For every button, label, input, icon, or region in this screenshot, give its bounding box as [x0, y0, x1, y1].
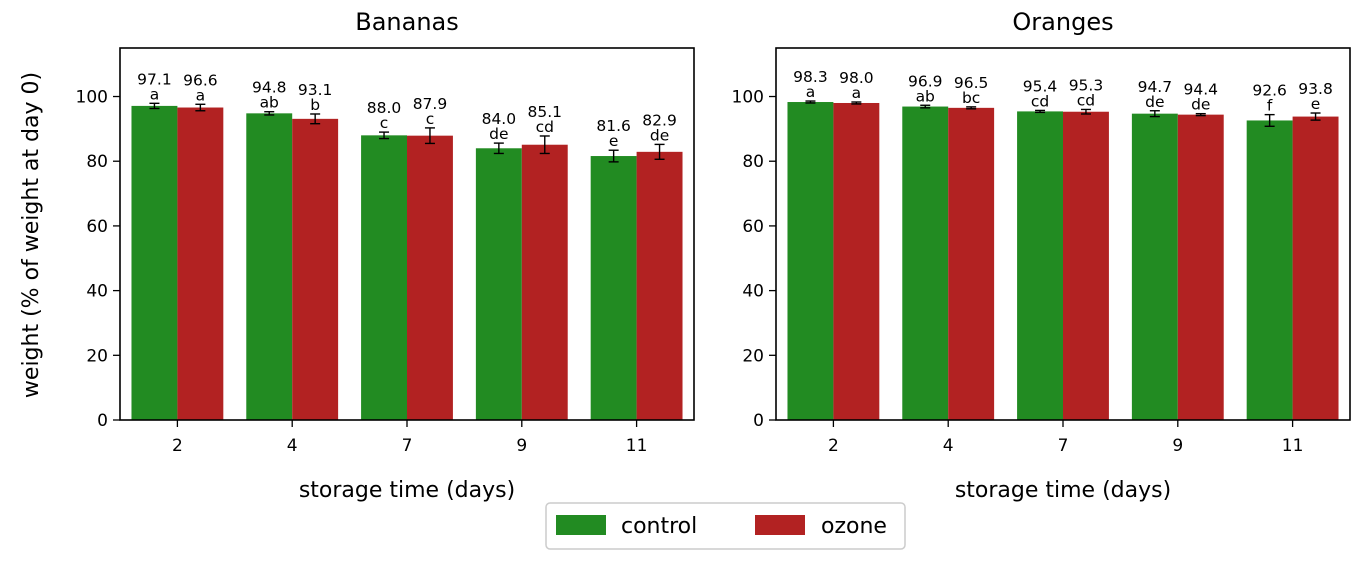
legend-swatch-ozone: [755, 515, 805, 535]
value-label-ozone: 85.1: [528, 103, 563, 121]
bar-control: [902, 106, 949, 421]
value-label-ozone: 93.8: [1298, 80, 1333, 98]
significance-letter-control: a: [150, 85, 160, 103]
legend-label-control: control: [621, 514, 697, 539]
y-tick-label: 0: [753, 411, 764, 431]
significance-letter-control: de: [489, 125, 508, 143]
x-tick-label: 2: [172, 436, 183, 456]
significance-letter-control: e: [609, 132, 619, 150]
significance-letter-ozone: de: [1191, 96, 1210, 114]
bar-ozone: [948, 107, 995, 420]
y-tick-label: 0: [97, 411, 108, 431]
x-tick-label: 7: [1058, 436, 1069, 456]
significance-letter-ozone: cd: [1077, 91, 1095, 109]
y-tick-label: 100: [732, 88, 764, 108]
bar-ozone: [833, 102, 880, 420]
value-label-control: 88.0: [367, 99, 402, 117]
bar-control: [131, 105, 178, 420]
x-tick-label: 4: [943, 436, 954, 456]
panel-title: Oranges: [1012, 8, 1113, 36]
significance-letter-ozone: bc: [962, 89, 980, 107]
bar-ozone: [636, 151, 683, 420]
y-tick-label: 40: [86, 282, 108, 302]
x-tick-label: 11: [626, 436, 648, 456]
y-tick-label: 40: [742, 282, 764, 302]
legend-swatch-control: [556, 515, 606, 535]
x-tick-label: 4: [287, 436, 298, 456]
bar-control: [1131, 113, 1178, 421]
significance-letter-ozone: cd: [536, 118, 554, 136]
value-label-control: 84.0: [482, 110, 517, 128]
value-label-control: 94.7: [1138, 78, 1173, 96]
value-label-control: 96.9: [908, 72, 943, 90]
bar-control: [787, 102, 834, 420]
x-axis-label: storage time (days): [955, 478, 1171, 503]
y-axis-label: weight (% of weight at day 0): [19, 72, 44, 398]
value-label-control: 95.4: [1023, 77, 1058, 95]
value-label-control: 97.1: [137, 70, 172, 88]
bar-control: [1017, 111, 1063, 421]
legend-frame: [545, 502, 906, 550]
significance-letter-ozone: b: [310, 96, 320, 114]
bar-control: [246, 113, 293, 421]
value-label-control: 98.3: [793, 68, 828, 86]
plot-frame: [119, 47, 695, 421]
significance-letter-ozone: c: [426, 110, 435, 128]
bar-control: [590, 156, 637, 420]
value-label-ozone: 96.6: [183, 71, 218, 89]
x-tick-label: 9: [1172, 436, 1183, 456]
significance-letter-control: a: [806, 83, 816, 101]
value-label-ozone: 87.9: [413, 95, 448, 113]
y-tick-label: 80: [742, 152, 764, 172]
bar-ozone: [292, 118, 339, 420]
significance-letter-control: de: [1145, 93, 1164, 111]
x-tick-label: 11: [1282, 436, 1304, 456]
bar-ozone: [1063, 111, 1109, 420]
y-tick-label: 80: [86, 152, 108, 172]
value-label-ozone: 82.9: [642, 111, 677, 129]
bar-control: [475, 148, 522, 420]
y-tick-label: 20: [742, 346, 764, 366]
significance-letter-control: f: [1267, 97, 1273, 115]
value-label-ozone: 98.0: [839, 69, 874, 87]
bar-ozone: [1177, 114, 1224, 420]
value-label-control: 94.8: [252, 79, 287, 97]
bar-ozone: [1292, 116, 1339, 420]
bar-ozone: [521, 144, 568, 420]
value-label-ozone: 94.4: [1184, 81, 1219, 99]
value-label-control: 92.6: [1252, 82, 1287, 100]
significance-letter-control: cd: [1031, 92, 1049, 110]
x-axis-label: storage time (days): [299, 478, 515, 503]
significance-letter-control: c: [380, 114, 389, 132]
panel-title: Bananas: [355, 8, 459, 36]
x-tick-label: 9: [516, 436, 527, 456]
significance-letter-ozone: a: [852, 84, 862, 102]
x-tick-label: 2: [828, 436, 839, 456]
y-tick-label: 20: [86, 346, 108, 366]
y-tick-label: 60: [86, 217, 108, 237]
significance-letter-ozone: e: [1311, 95, 1321, 113]
x-tick-label: 7: [402, 436, 413, 456]
significance-letter-ozone: a: [196, 86, 206, 104]
value-label-ozone: 96.5: [954, 74, 989, 92]
y-tick-label: 100: [76, 88, 108, 108]
significance-letter-control: ab: [260, 94, 279, 112]
significance-letter-control: ab: [916, 87, 935, 105]
bar-control: [361, 135, 407, 421]
value-label-ozone: 95.3: [1069, 76, 1104, 94]
y-tick-label: 60: [742, 217, 764, 237]
bar-ozone: [177, 107, 224, 421]
value-label-control: 81.6: [596, 117, 631, 135]
bar-ozone: [407, 135, 453, 421]
legend-label-ozone: ozone: [821, 514, 887, 539]
significance-letter-ozone: de: [650, 126, 669, 144]
plot-frame: [775, 47, 1351, 421]
legend: control ozone: [545, 502, 906, 550]
bar-control: [1246, 120, 1293, 420]
value-label-ozone: 93.1: [298, 81, 333, 99]
